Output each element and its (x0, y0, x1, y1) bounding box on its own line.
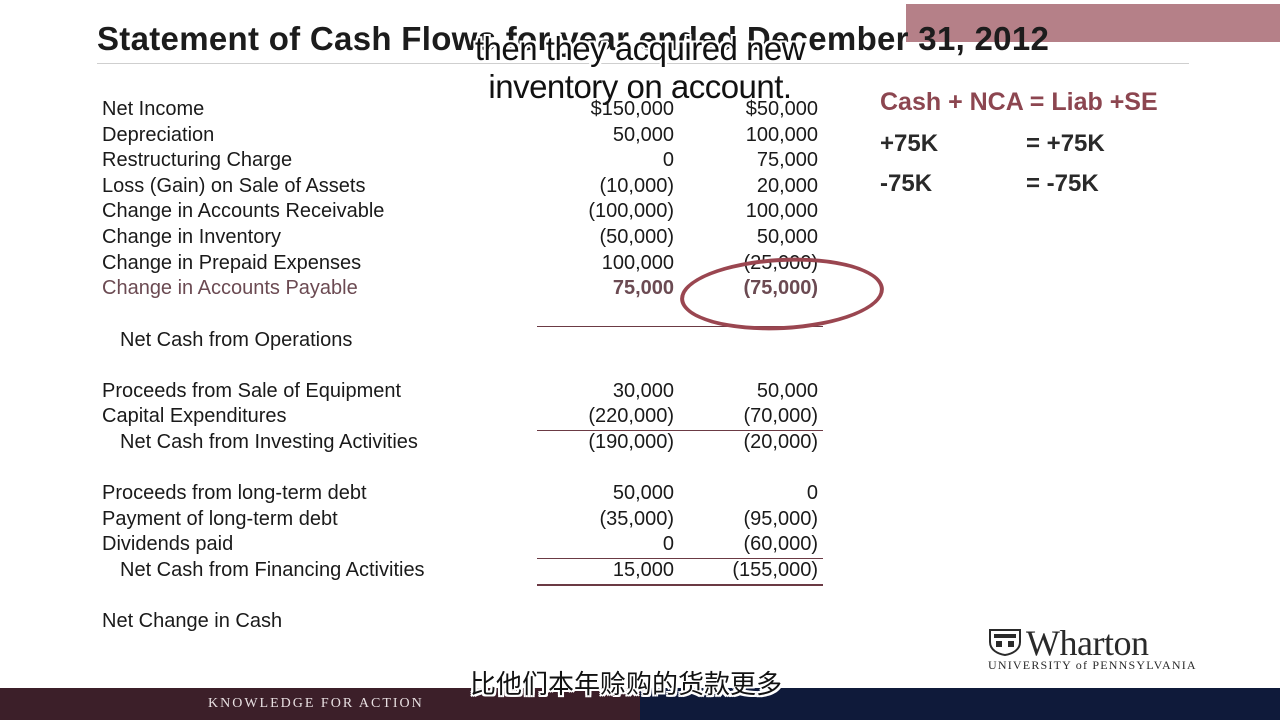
row-value-2011: (75,000) (743, 277, 819, 299)
row-value-2011: 50,000 (756, 226, 818, 248)
english-subtitle: then they acquired new inventory on acco… (360, 30, 920, 106)
row-value-2011: $50,000 (745, 98, 818, 120)
row-value-2012: (190,000) (588, 431, 674, 453)
row-value-2012: (50,000) (599, 226, 675, 248)
equation-left: -75K (880, 170, 933, 197)
title-accent-bar (906, 4, 1280, 42)
row-label: Capital Expenditures (102, 405, 287, 427)
row-label: Proceeds from long-term debt (102, 482, 367, 504)
row-value-2011: (70,000) (743, 405, 819, 427)
logo-subtitle: UNIVERSITY of PENNSYLVANIA (988, 658, 1197, 672)
row-value-2012: (100,000) (588, 200, 674, 222)
row-label: Net Change in Cash (102, 610, 283, 632)
equation-header: Cash + NCA = Liab +SE (880, 88, 1158, 116)
operations-subtotal-rule (537, 326, 823, 327)
row-value-2012: 0 (662, 533, 674, 555)
equation-left: +75K (880, 130, 939, 157)
row-value-2011: 0 (806, 482, 818, 504)
row-value-2011: (95,000) (743, 508, 819, 530)
row-value-2012: (10,000) (599, 175, 675, 197)
row-label: Dividends paid (102, 533, 234, 555)
title-divider (97, 63, 1189, 64)
row-value-2012: 100,000 (601, 252, 674, 274)
english-subtitle-line-1: then they acquired new (474, 30, 806, 67)
row-value-2012: 0 (662, 149, 674, 171)
row-label: Net Cash from Operations (120, 329, 353, 351)
row-value-2011: 100,000 (745, 200, 818, 222)
row-value-2012: (220,000) (588, 405, 674, 427)
row-label: Loss (Gain) on Sale of Assets (102, 175, 366, 197)
row-label: Restructuring Charge (102, 149, 293, 171)
row-value-2012: 75,000 (612, 277, 674, 299)
equation-right: = -75K (1026, 170, 1099, 197)
row-value-2011: (155,000) (732, 559, 818, 581)
investing-subtotal-rule (537, 430, 823, 431)
english-subtitle-line-2: inventory on account. (488, 68, 792, 105)
row-value-2012: 30,000 (612, 380, 674, 402)
financing-subtotal-rule (537, 558, 823, 559)
footer-right-band (640, 688, 1280, 720)
row-label: Proceeds from Sale of Equipment (102, 380, 402, 402)
row-label: Change in Prepaid Expenses (102, 252, 362, 274)
financing-total-rule (537, 584, 823, 586)
row-label: Payment of long-term debt (102, 508, 338, 530)
row-label: Depreciation (102, 124, 215, 146)
row-label: Change in Accounts Payable (102, 277, 358, 299)
row-label: Net Income (102, 98, 205, 120)
footer-tagline: KNOWLEDGE FOR ACTION (208, 696, 424, 711)
footer-left-band (0, 688, 640, 720)
row-value-2011: 20,000 (756, 175, 818, 197)
row-value-2012: 15,000 (612, 559, 674, 581)
row-value-2012: $150,000 (590, 98, 674, 120)
row-value-2011: 75,000 (756, 149, 818, 171)
slide-title: Statement of Cash Flows for year ended D… (97, 20, 1050, 57)
row-value-2011: (20,000) (743, 431, 819, 453)
row-value-2012: (35,000) (599, 508, 675, 530)
row-value-2012: 50,000 (612, 124, 674, 146)
row-value-2011: 50,000 (756, 380, 818, 402)
row-label: Change in Inventory (102, 226, 282, 248)
row-label: Change in Accounts Receivable (102, 200, 385, 222)
chinese-subtitle: 比他们本年赊购的货款更多 (470, 670, 783, 700)
column-header-faded: · · · · · · · · · · · · · · · · · (560, 74, 788, 91)
row-value-2011: 100,000 (745, 124, 818, 146)
wharton-crest-icon (989, 629, 1021, 656)
row-value-2012: 50,000 (612, 482, 674, 504)
wharton-logo: Wharton UNIVERSITY of PENNSYLVANIA (988, 623, 1197, 672)
row-value-2011: (60,000) (743, 533, 819, 555)
row-label: Net Cash from Financing Activities (120, 559, 425, 581)
equation-right: = +75K (1026, 130, 1105, 157)
row-value-2011: (25,000) (743, 252, 819, 274)
row-label: Net Cash from Investing Activities (120, 431, 418, 453)
logo-wordmark: Wharton (1026, 623, 1149, 663)
